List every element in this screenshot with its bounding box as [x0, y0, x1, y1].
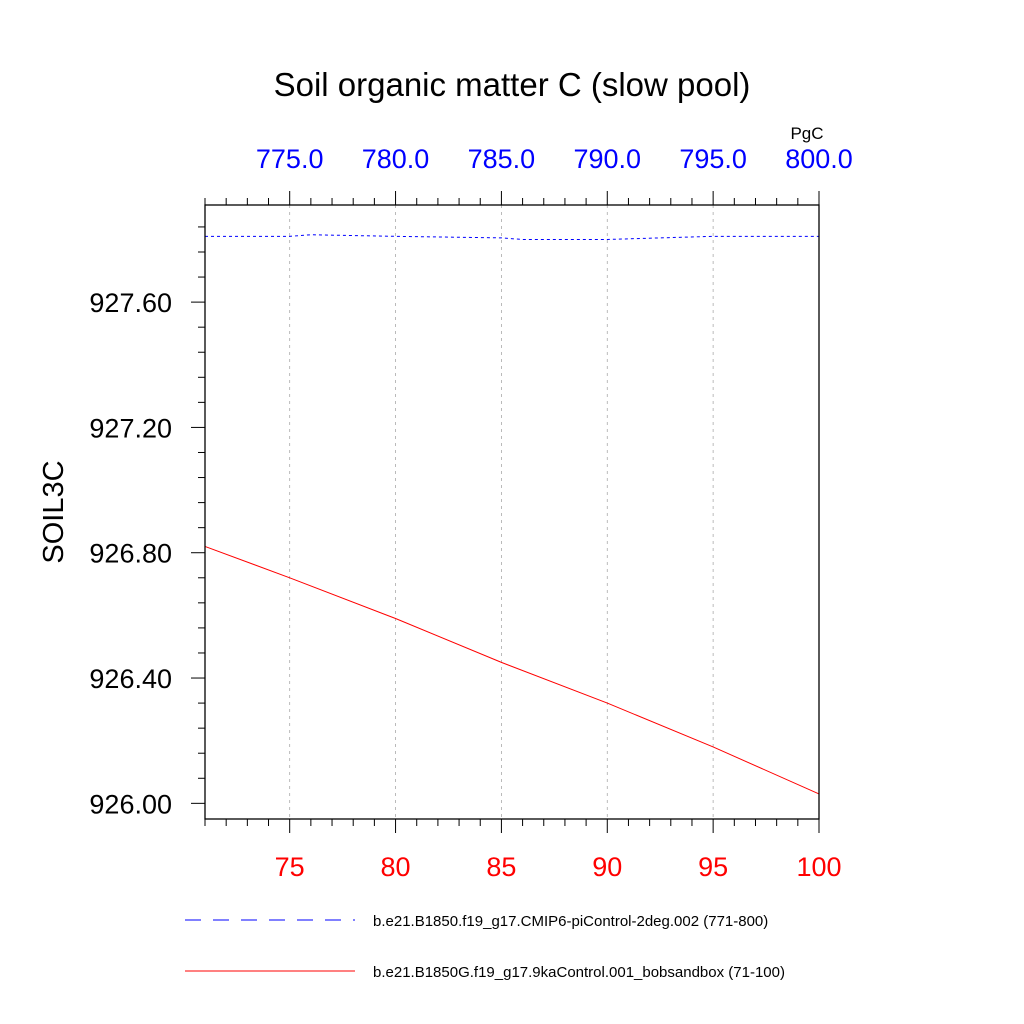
y-axis-label: SOIL3C [38, 460, 70, 563]
axis-ticks [191, 191, 820, 833]
y-axis-tick-labels: 926.00 926.40 926.80 927.20 927.60 [89, 288, 172, 819]
series-line-0 [205, 234, 819, 240]
top-axis-tick-labels: 775.0 780.0 785.0 790.0 795.0 800.0 [256, 144, 853, 174]
chart-title: Soil organic matter C (slow pool) [274, 66, 751, 103]
bottom-tick-label-5: 100 [796, 852, 841, 882]
y-tick-label-3: 927.20 [89, 413, 172, 443]
bottom-tick-label-1: 80 [381, 852, 411, 882]
top-tick-label-0: 775.0 [256, 144, 324, 174]
top-tick-label-2: 785.0 [468, 144, 536, 174]
units-label: PgC [790, 124, 823, 143]
grid-lines [289, 205, 714, 819]
plot-frame [204, 204, 820, 820]
y-tick-label-2: 926.80 [89, 539, 172, 569]
top-tick-label-3: 790.0 [573, 144, 641, 174]
y-tick-label-4: 927.60 [89, 288, 172, 318]
legend: b.e21.B1850.f19_g17.CMIP6-piControl-2deg… [185, 913, 785, 981]
top-tick-label-4: 795.0 [679, 144, 747, 174]
bottom-tick-label-3: 90 [592, 852, 622, 882]
bottom-tick-label-0: 75 [275, 852, 305, 882]
y-tick-label-1: 926.40 [89, 664, 172, 694]
bottom-axis-tick-labels: 75 80 85 90 95 100 [275, 852, 842, 882]
legend-label-9kacontrol: b.e21.B1850G.f19_g17.9kaControl.001_bobs… [373, 964, 785, 981]
series-line-1 [204, 545, 820, 795]
top-tick-label-1: 780.0 [362, 144, 430, 174]
y-tick-label-0: 926.00 [89, 789, 172, 819]
top-tick-label-5: 800.0 [785, 144, 853, 174]
bottom-tick-label-2: 85 [486, 852, 516, 882]
legend-label-picontrol: b.e21.B1850.f19_g17.CMIP6-piControl-2deg… [373, 913, 768, 930]
series-lines [204, 234, 820, 795]
bottom-tick-label-4: 95 [698, 852, 728, 882]
